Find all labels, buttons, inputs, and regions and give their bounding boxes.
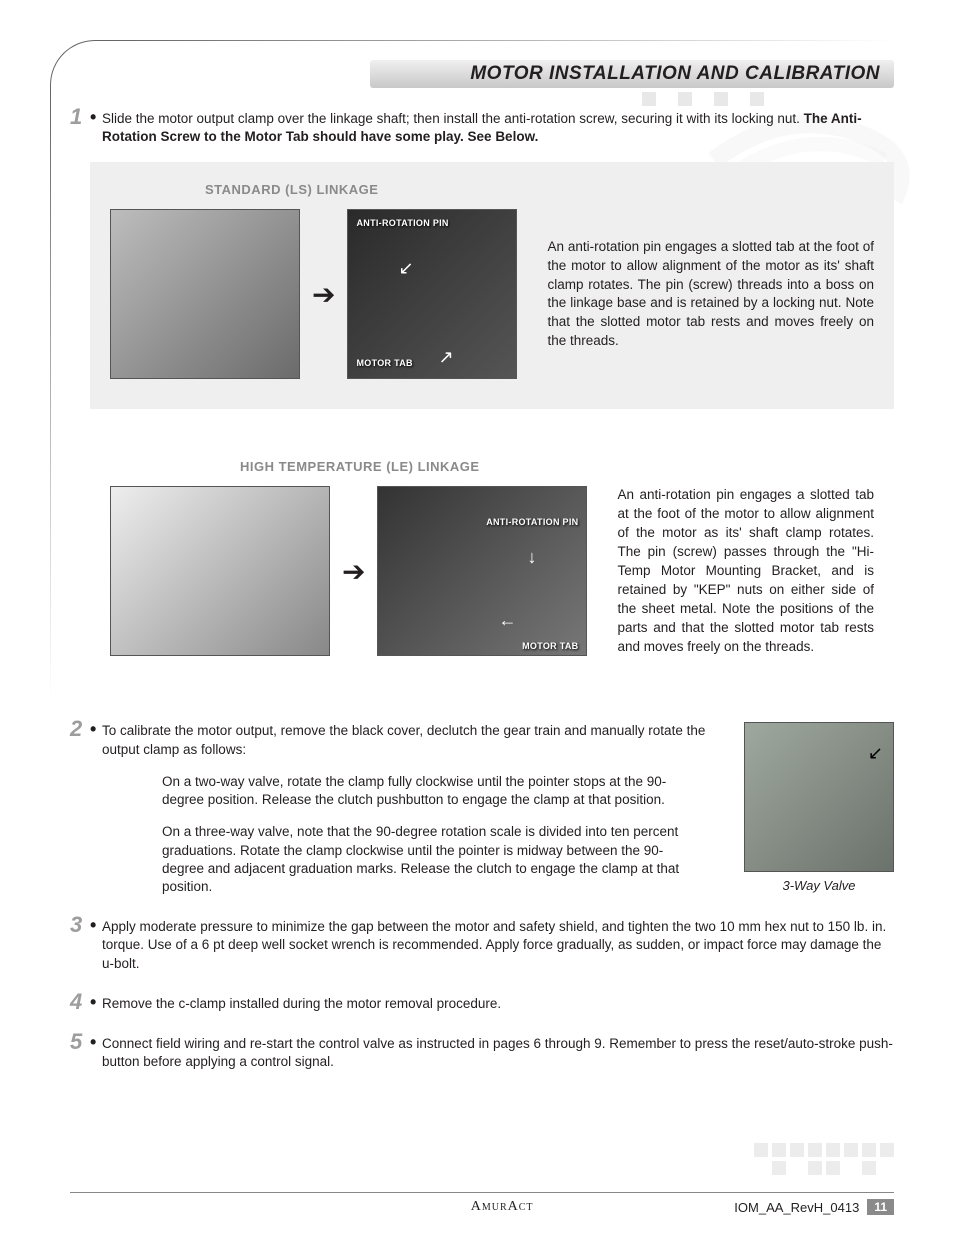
footer-brand: AmurAct bbox=[270, 1199, 734, 1215]
arrow-icon: ← bbox=[498, 610, 516, 631]
footer-doc-id: IOM_AA_RevH_0413 bbox=[734, 1200, 859, 1215]
step2-text: To calibrate the motor output, remove th… bbox=[102, 722, 724, 758]
corner-decoration bbox=[50, 100, 51, 700]
arrow-icon: ↙ bbox=[398, 258, 413, 279]
step5-text: Connect field wiring and re-start the co… bbox=[102, 1035, 894, 1071]
page-title: MOTOR INSTALLATION AND CALIBRATION bbox=[470, 63, 880, 85]
step-number: 2 bbox=[70, 716, 82, 742]
le-heading: HIGH TEMPERATURE (LE) LINKAGE bbox=[240, 459, 874, 474]
motor-tab-label: MOTOR TAB bbox=[356, 358, 412, 368]
anti-rotation-pin-label: ANTI-ROTATION PIN bbox=[356, 218, 448, 228]
corner-decoration bbox=[50, 40, 110, 100]
arrow-icon: ↓ bbox=[527, 547, 536, 568]
title-bar: MOTOR INSTALLATION AND CALIBRATION bbox=[370, 60, 894, 88]
step1-text-a: Slide the motor output clamp over the li… bbox=[102, 111, 804, 126]
square-decoration bbox=[624, 92, 824, 106]
arrow-icon: ➔ bbox=[342, 555, 365, 588]
ls-heading: STANDARD (LS) LINKAGE bbox=[205, 182, 874, 197]
ls-photo-2: ANTI-ROTATION PIN ↙ MOTOR TAB ↗ bbox=[347, 209, 517, 379]
square-decoration bbox=[754, 1143, 894, 1175]
step-5: 5 Connect field wiring and re-start the … bbox=[70, 1035, 894, 1071]
anti-rotation-pin-label: ANTI-ROTATION PIN bbox=[486, 517, 578, 527]
arrow-icon: ↙ bbox=[868, 743, 883, 764]
step-number: 5 bbox=[70, 1029, 82, 1055]
step-number: 4 bbox=[70, 989, 82, 1015]
three-way-valve-photo: ↙ bbox=[744, 722, 894, 872]
le-photo-1 bbox=[110, 486, 330, 656]
step-text: Slide the motor output clamp over the li… bbox=[102, 110, 894, 146]
step4-text: Remove the c-clamp installed during the … bbox=[102, 995, 894, 1013]
ls-section: STANDARD (LS) LINKAGE ➔ ANTI-ROTATION PI… bbox=[90, 162, 894, 409]
step-number: 3 bbox=[70, 912, 82, 938]
le-section: HIGH TEMPERATURE (LE) LINKAGE ➔ ANTI-ROT… bbox=[90, 439, 894, 686]
three-way-valve-caption: 3-Way Valve bbox=[744, 878, 894, 893]
arrow-icon: ↗ bbox=[438, 347, 453, 368]
footer: AmurAct IOM_AA_RevH_0413 11 bbox=[70, 1192, 894, 1215]
le-description: An anti-rotation pin engages a slotted t… bbox=[617, 486, 874, 656]
step2-para1: On a two-way valve, rotate the clamp ful… bbox=[162, 773, 702, 809]
corner-decoration bbox=[110, 40, 894, 41]
step2-para2: On a three-way valve, note that the 90-d… bbox=[162, 823, 702, 896]
step-1: 1 Slide the motor output clamp over the … bbox=[70, 110, 894, 146]
step-4: 4 Remove the c-clamp installed during th… bbox=[70, 995, 894, 1013]
ls-photo-1 bbox=[110, 209, 300, 379]
step3-text: Apply moderate pressure to minimize the … bbox=[102, 918, 894, 973]
le-photo-2: ANTI-ROTATION PIN ↓ MOTOR TAB ← bbox=[377, 486, 587, 656]
step-2: 2 To calibrate the motor output, remove … bbox=[70, 722, 894, 896]
arrow-icon: ➔ bbox=[312, 278, 335, 311]
step-number: 1 bbox=[70, 104, 82, 130]
ls-description: An anti-rotation pin engages a slotted t… bbox=[547, 238, 874, 351]
footer-page-number: 11 bbox=[867, 1199, 894, 1215]
step-3: 3 Apply moderate pressure to minimize th… bbox=[70, 918, 894, 973]
motor-tab-label: MOTOR TAB bbox=[522, 641, 578, 651]
